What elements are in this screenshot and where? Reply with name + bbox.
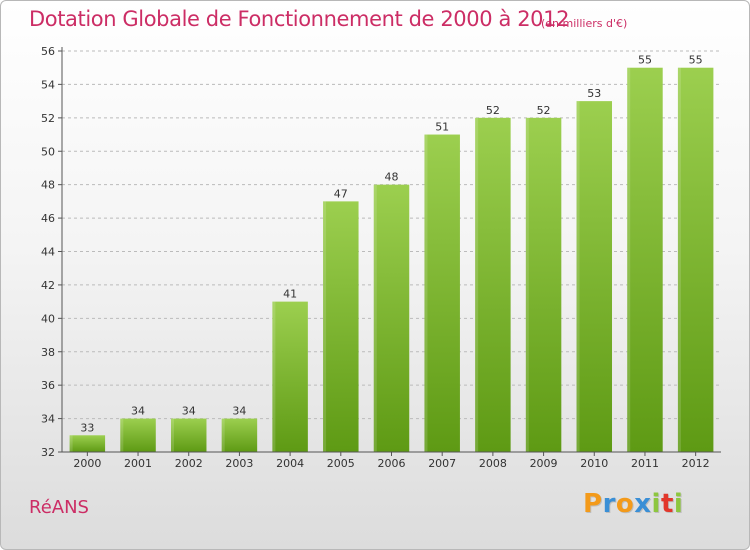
logo-letter: x [634, 489, 652, 519]
data-label-2003: 34 [232, 405, 246, 418]
data-label-2012: 55 [689, 54, 703, 67]
bars [69, 67, 714, 452]
y-tick-label: 36 [41, 379, 55, 392]
bar-highlight [677, 67, 681, 452]
y-tick-label: 34 [41, 413, 55, 426]
logo-letter: o [615, 489, 635, 519]
logo-letter: t [660, 489, 674, 519]
x-tick-label-2011: 2011 [631, 457, 659, 470]
proxiti-logo: Proxiti [583, 489, 683, 519]
bar-highlight [576, 101, 580, 452]
bar-highlight [221, 418, 225, 452]
data-label-2009: 52 [537, 104, 551, 117]
x-tick-label-2004: 2004 [276, 457, 304, 470]
y-tick-label: 52 [41, 112, 55, 125]
bar-2012 [677, 67, 714, 452]
data-label-2002: 34 [182, 405, 196, 418]
bar-2007 [424, 134, 460, 452]
bar-2005 [323, 201, 359, 452]
y-tick-label: 54 [41, 78, 55, 91]
y-tick-label: 42 [41, 279, 55, 292]
bar-2003 [221, 418, 258, 452]
logo-letter: r [602, 489, 616, 519]
bar-2008 [475, 117, 511, 452]
y-tick-label: 44 [41, 246, 55, 259]
bar-2006 [373, 184, 410, 452]
y-tick-label: 40 [41, 312, 55, 325]
bar-highlight [373, 184, 377, 452]
y-tick-label: 56 [41, 45, 55, 58]
y-tick-label: 46 [41, 212, 55, 225]
x-tick-label-2007: 2007 [428, 457, 456, 470]
bar-highlight [627, 67, 631, 452]
chart-title: Dotation Globale de Fonctionnement de 20… [29, 7, 570, 31]
data-label-2007: 51 [435, 121, 449, 134]
bar-highlight [69, 435, 73, 452]
bar-2009 [525, 117, 562, 452]
bar-2004 [272, 301, 308, 452]
y-tick-label: 50 [41, 145, 55, 158]
bar-2011 [627, 67, 663, 452]
data-label-2004: 41 [283, 288, 297, 301]
bar-highlight [120, 418, 124, 452]
x-tick-label-2008: 2008 [479, 457, 507, 470]
x-tick-label-2006: 2006 [378, 457, 406, 470]
bar-2001 [120, 418, 156, 452]
x-tick-label-2002: 2002 [175, 457, 203, 470]
data-label-2010: 53 [587, 87, 601, 100]
y-tick-label: 48 [41, 179, 55, 192]
logo-letter: P [583, 489, 603, 519]
logo-letter: i [673, 489, 684, 519]
bar-highlight [424, 134, 428, 452]
chart-subtitle: (en milliers d'€) [541, 17, 628, 30]
data-label-2000: 33 [80, 421, 94, 434]
bar-highlight [323, 201, 327, 452]
x-tick-label-2001: 2001 [124, 457, 152, 470]
bar-highlight [272, 301, 276, 452]
data-label-2008: 52 [486, 104, 500, 117]
logo-letter: i [651, 489, 661, 519]
data-label-2001: 34 [131, 405, 145, 418]
x-tick-label-2000: 2000 [73, 457, 101, 470]
bar-highlight [170, 418, 174, 452]
commune-name: RéANS [29, 497, 89, 518]
data-label-2011: 55 [638, 54, 652, 67]
x-tick-label-2009: 2009 [530, 457, 558, 470]
x-tick-label-2010: 2010 [580, 457, 608, 470]
axes [58, 47, 721, 456]
data-label-2005: 47 [334, 187, 348, 200]
x-tick-label-2012: 2012 [682, 457, 710, 470]
y-tick-label: 38 [41, 346, 55, 359]
y-tick-label: 32 [41, 446, 55, 459]
bar-2010 [576, 101, 613, 452]
bar-highlight [475, 117, 479, 452]
x-tick-label-2003: 2003 [225, 457, 253, 470]
bar-highlight [525, 117, 529, 452]
x-tick-label-2005: 2005 [327, 457, 355, 470]
bar-2002 [170, 418, 207, 452]
labels: 32 34 36 38 40 42 44 46 48 50 52 54 56 33 2000 34 2001 34… [41, 45, 710, 470]
data-label-2006: 48 [385, 171, 399, 184]
bar-2000 [69, 435, 106, 452]
